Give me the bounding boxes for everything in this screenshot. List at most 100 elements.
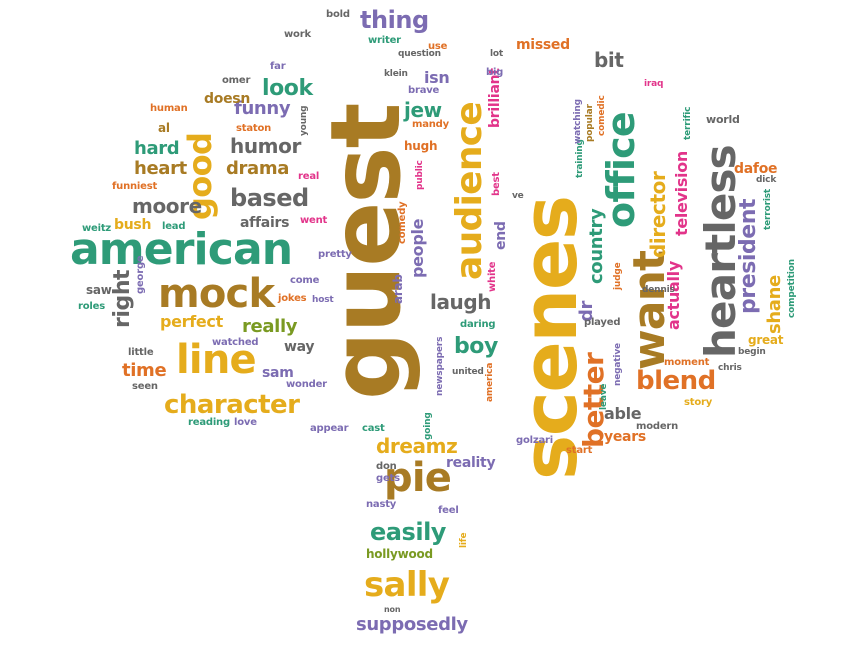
- word-supposedly: supposedly: [356, 614, 468, 635]
- word-dreamz: dreamz: [376, 434, 458, 458]
- word-people: people: [408, 218, 427, 278]
- word-comedy: comedy: [397, 201, 408, 244]
- word-moment: moment: [664, 357, 710, 368]
- word-saw: saw: [86, 283, 112, 297]
- word-bit: bit: [594, 48, 624, 72]
- word-went: went: [300, 215, 328, 226]
- word-pretty: pretty: [318, 249, 352, 260]
- word-little: little: [128, 347, 154, 358]
- word-gets: gets: [376, 473, 400, 484]
- word-dafoe: dafoe: [734, 161, 778, 177]
- word-competition: competition: [787, 259, 797, 318]
- word-dennis: dennis: [642, 285, 675, 295]
- word-america: america: [485, 362, 495, 402]
- word-time: time: [122, 360, 167, 381]
- word-work: work: [284, 29, 311, 40]
- word-love: love: [234, 417, 257, 428]
- word-feel: feel: [438, 505, 459, 516]
- word-watched: watched: [212, 337, 259, 348]
- word-wonder: wonder: [286, 379, 327, 390]
- word-terrific: terrific: [683, 106, 693, 140]
- word-drama: drama: [226, 158, 290, 179]
- word-easily: easily: [370, 518, 446, 546]
- word-use: use: [428, 41, 448, 52]
- word-come: come: [290, 275, 320, 286]
- word-training: training: [575, 139, 585, 178]
- word-pie: pie: [384, 455, 452, 501]
- word-able: able: [604, 404, 642, 423]
- word-watching: watching: [573, 99, 583, 144]
- word-brave: brave: [408, 85, 440, 96]
- word-far: far: [270, 61, 286, 72]
- word-boy: boy: [454, 334, 498, 359]
- word-judge: judge: [613, 262, 623, 290]
- word-host: host: [312, 295, 334, 305]
- word-line: line: [176, 337, 257, 383]
- word-director: director: [646, 171, 670, 258]
- word-hollywood: hollywood: [366, 547, 433, 561]
- word-moore: moore: [132, 194, 202, 218]
- word-reality: reality: [446, 455, 496, 471]
- word-weitz: weitz: [82, 223, 112, 234]
- word-great: great: [748, 333, 784, 347]
- word-hugh: hugh: [404, 139, 438, 153]
- word-laugh: laugh: [430, 290, 492, 314]
- word-negative: negative: [613, 343, 623, 386]
- word-roles: roles: [78, 301, 105, 312]
- word-jokes: jokes: [278, 293, 307, 304]
- word-omer: omer: [222, 75, 251, 86]
- word-non: non: [384, 605, 401, 614]
- word-end: end: [493, 221, 509, 250]
- word-chris: chris: [718, 363, 742, 373]
- word-heart: heart: [134, 158, 187, 179]
- word-staton: staton: [236, 123, 272, 134]
- word-modern: modern: [636, 421, 679, 432]
- word-funniest: funniest: [112, 181, 158, 192]
- word-seen: seen: [132, 381, 158, 392]
- word-right: right: [110, 269, 135, 328]
- word-humor: humor: [230, 134, 301, 158]
- word-really: really: [242, 316, 298, 337]
- word-al: al: [158, 121, 170, 135]
- word-jew: jew: [404, 98, 442, 122]
- word-dick: dick: [756, 175, 777, 185]
- word-look: look: [262, 76, 313, 101]
- word-newspapers: newspapers: [435, 336, 445, 396]
- word-golzari: golzari: [516, 435, 553, 446]
- word-white: white: [487, 261, 498, 292]
- word-thing: thing: [360, 6, 429, 34]
- word-appear: appear: [310, 423, 349, 434]
- word-don: don: [376, 461, 397, 472]
- word-world: world: [706, 113, 740, 126]
- word-hard: hard: [134, 138, 180, 159]
- word-based: based: [230, 184, 309, 212]
- word-daring: daring: [460, 319, 496, 330]
- word-shane: shane: [764, 275, 785, 334]
- word-public: public: [415, 160, 425, 190]
- word-country: country: [586, 208, 607, 284]
- word-audience: audience: [449, 101, 490, 280]
- word-start: start: [566, 445, 593, 456]
- word-way: way: [284, 339, 315, 355]
- word-mock: mock: [158, 271, 275, 317]
- word-sally: sally: [364, 565, 450, 605]
- word-ve: ve: [512, 191, 524, 201]
- word-going: going: [423, 412, 433, 440]
- word-sam: sam: [262, 365, 294, 381]
- word-bold: bold: [326, 9, 350, 20]
- word-character: character: [164, 390, 300, 420]
- word-mandy: mandy: [412, 119, 449, 130]
- word-lot: lot: [490, 49, 504, 59]
- word-nasty: nasty: [366, 499, 397, 510]
- word-real: real: [298, 171, 320, 182]
- word-isn: isn: [424, 68, 450, 87]
- word-american: american: [70, 224, 293, 275]
- word-missed: missed: [516, 37, 570, 53]
- word-begin: begin: [738, 347, 766, 357]
- word-george: george: [135, 255, 146, 294]
- word-perfect: perfect: [160, 312, 223, 331]
- word-young: young: [299, 105, 309, 136]
- word-played: played: [584, 317, 621, 328]
- word-blend: blend: [636, 366, 716, 396]
